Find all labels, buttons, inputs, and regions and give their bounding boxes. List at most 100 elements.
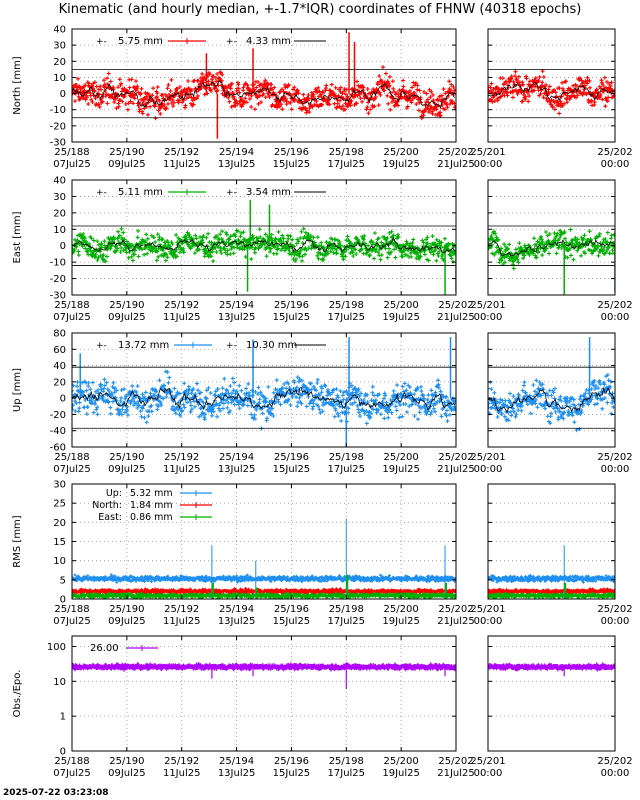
x-tick-label: 25/194 [219,604,254,615]
y-tick-label: 20 [53,208,66,219]
x-tick-label: 19Jul25 [382,312,420,323]
chart-title: Kinematic (and hourly median, +-1.7*IQR)… [58,2,582,17]
x-tick-label: 25/202 [438,452,473,463]
series-median-line [488,239,614,257]
legend-label: East: [98,512,122,523]
x-tick-label: 25/202 [438,147,473,158]
y-tick-label: -20 [50,274,66,285]
x-tick-label: 19Jul25 [382,464,420,475]
series-east-points [488,227,615,271]
legend-label: Up: [106,488,122,499]
plot-frame [71,332,457,448]
x-tick-label: 15Jul25 [273,616,311,627]
y-tick-label: 100 [47,642,66,653]
series-median-line [72,387,455,411]
data-layer [488,662,615,677]
x-tick-label: 25/190 [109,147,144,158]
x-tick-label: 25/202 [438,756,473,767]
y-tick-label: -20 [50,121,66,132]
x-tick-label: 11Jul25 [163,312,201,323]
legend-marker: +- [226,341,237,351]
legend-marker: +- [96,188,107,198]
x-tick-label: 11Jul25 [163,159,201,170]
y-axis-label: Obs./Epo. [12,670,23,718]
plot-frame [487,179,616,296]
legend-label: 5.75 mm [118,36,163,47]
plot-frame [487,28,616,143]
legend-marker: +- [226,188,237,198]
legend-value: 1.84 mm [130,500,173,511]
data-layer [72,337,456,447]
x-tick-label: 25/196 [274,300,309,311]
x-tick-label: 25/196 [274,756,309,767]
y-tick-label: -40 [50,426,66,437]
x-tick-label: 11Jul25 [163,768,201,779]
series-rms-east [72,591,456,599]
series-median-line [72,79,456,110]
x-tick-label: 25/192 [164,604,199,615]
x-tick-label: 25/202 [438,300,473,311]
x-tick-label: 25/196 [274,147,309,158]
data-layer [72,662,456,690]
y-tick-label: 20 [53,377,66,388]
x-tick-label: 25/188 [54,300,89,311]
x-tick-label: 25/194 [219,452,254,463]
legend-label: North: [92,500,122,511]
x-tick-label: 25/198 [329,147,364,158]
plot-frame [487,332,616,448]
x-tick-label: 25/201 [470,604,505,615]
x-tick-label: 25/190 [109,452,144,463]
x-tick-label: 21Jul25 [437,312,475,323]
x-tick-label: 17Jul25 [328,616,366,627]
plot-frame [487,635,616,752]
series-rms-east [488,592,615,599]
y-axis-label: Up [mm] [12,368,23,412]
x-tick-label: 17Jul25 [328,768,366,779]
x-tick-label: 25/202 [597,300,632,311]
x-tick-label: 13Jul25 [218,768,256,779]
x-tick-label: 13Jul25 [218,312,256,323]
data-layer [488,68,615,119]
series-median-line [72,237,456,254]
x-tick-label: 25/194 [219,756,254,767]
x-tick-label: 11Jul25 [163,464,201,475]
legend-marker: +- [96,341,107,351]
x-tick-label: 25/190 [109,300,144,311]
y-axis-label: RMS [mm] [12,515,23,567]
legend-marker: +- [226,37,237,47]
x-tick-label: 25/192 [164,147,199,158]
x-tick-label: 21Jul25 [437,464,475,475]
x-tick-label: 13Jul25 [218,616,256,627]
data-layer [488,337,615,433]
x-tick-label: 15Jul25 [273,159,311,170]
y-tick-label: 80 [53,329,66,340]
legend-label: 10.30 mm [246,340,297,351]
x-tick-label: 25/202 [597,604,632,615]
plot-frame [71,28,457,143]
y-tick-label: 20 [53,518,66,529]
x-tick-label: 25/198 [329,604,364,615]
x-tick-label: 25/198 [329,300,364,311]
x-tick-label: 25/201 [470,452,505,463]
x-tick-label: 21Jul25 [437,768,475,779]
y-tick-label: 40 [53,361,66,372]
panel-up: Up [mm]25/18807Jul2525/19009Jul2525/1921… [12,329,633,476]
legend: +- 5.75 mm +- 4.33 mm [96,36,326,47]
x-tick-label: 25/192 [164,300,199,311]
y-tick-label: 0 [60,89,66,100]
x-tick-label: 17Jul25 [328,159,366,170]
legend-label: 13.72 mm [118,340,169,351]
x-tick-label: 21Jul25 [437,159,475,170]
x-tick-label: 07Jul25 [53,159,91,170]
x-tick-label: 09Jul25 [108,312,146,323]
y-tick-label: 40 [53,25,66,36]
x-tick-label: 00:00 [474,312,503,323]
y-tick-label: 0 [60,747,66,758]
data-layer [488,545,615,599]
